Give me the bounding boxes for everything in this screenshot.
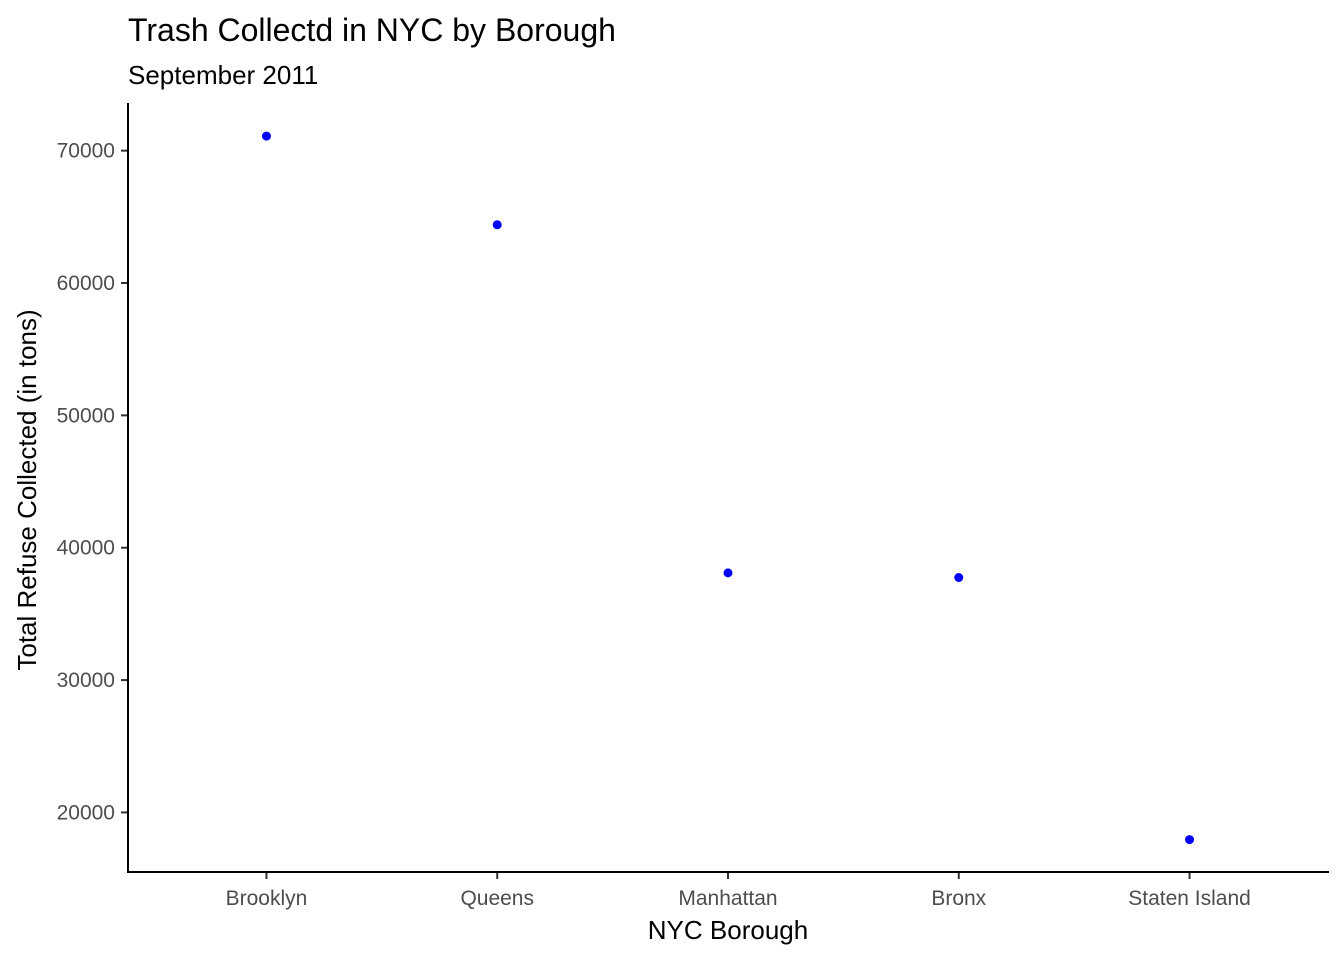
x-axis-title: NYC Borough <box>648 915 808 945</box>
y-tick-label: 30000 <box>57 669 115 692</box>
data-point-queens <box>492 220 502 230</box>
y-tick-label: 60000 <box>57 272 115 295</box>
data-point-manhattan <box>723 568 733 578</box>
y-axis-ticks: 20000 30000 40000 50000 60000 70000 <box>57 140 128 824</box>
x-tick-label: Staten Island <box>1128 887 1251 910</box>
y-axis-title: Total Refuse Collected (in tons) <box>12 309 42 670</box>
y-tick-label: 50000 <box>57 404 115 427</box>
x-tick-label: Brooklyn <box>226 887 308 910</box>
chart-title: Trash Collectd in NYC by Borough <box>128 12 616 48</box>
y-tick-label: 70000 <box>57 140 115 163</box>
data-point-brooklyn <box>261 131 271 141</box>
x-axis-ticks: Brooklyn Queens Manhattan Bronx Staten Islan… <box>226 872 1251 910</box>
chart-subtitle: September 2011 <box>128 60 318 90</box>
x-tick-label: Queens <box>460 887 534 910</box>
x-tick-label: Manhattan <box>678 887 777 910</box>
data-points <box>261 131 1195 845</box>
y-tick-label: 20000 <box>57 801 115 824</box>
data-point-staten-island <box>1185 835 1195 845</box>
x-tick-label: Bronx <box>931 887 986 910</box>
data-point-bronx <box>954 573 964 583</box>
y-tick-label: 40000 <box>57 537 115 560</box>
